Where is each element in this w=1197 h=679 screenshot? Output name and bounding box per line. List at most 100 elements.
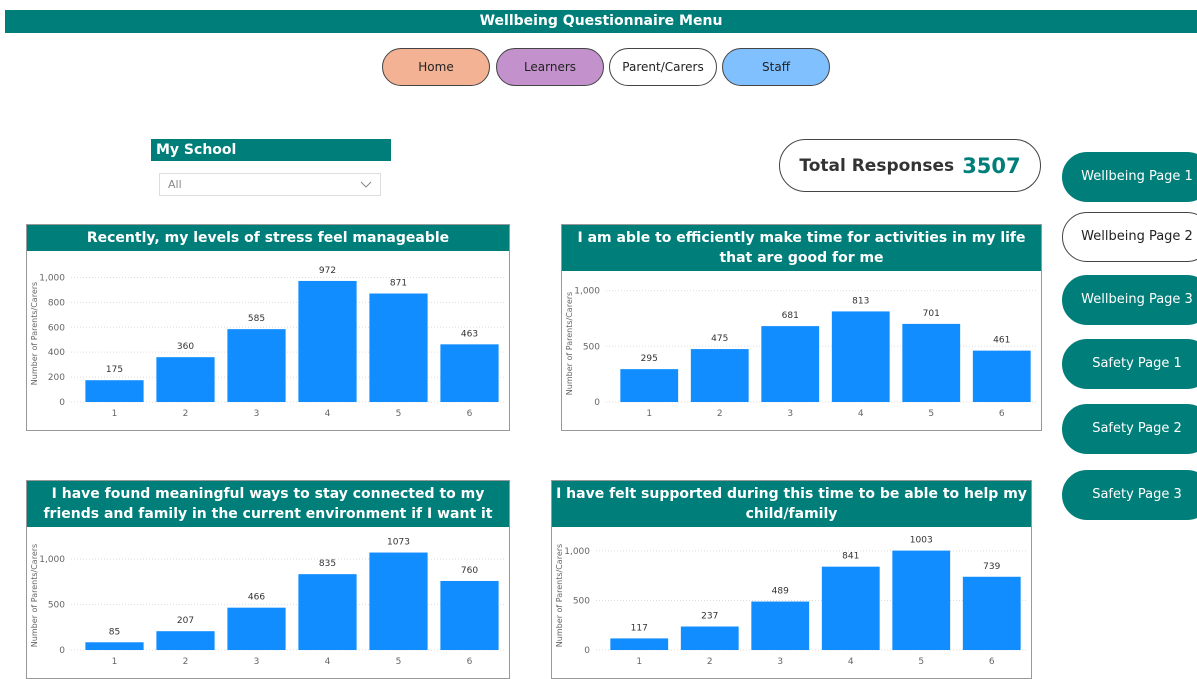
bar: [369, 293, 428, 402]
x-tick-label: 3: [254, 409, 260, 419]
x-tick-label: 5: [396, 409, 402, 419]
chart-card: I have found meaningful ways to stay con…: [26, 480, 510, 679]
header-title: Wellbeing Questionnaire Menu: [5, 10, 1197, 33]
y-tick-label: 800: [48, 298, 65, 308]
total-label: Total Responses: [799, 155, 955, 176]
value-label: 585: [248, 314, 265, 324]
value-label: 360: [177, 342, 194, 352]
side-button[interactable]: Wellbeing Page 2: [1062, 212, 1197, 262]
value-label: 681: [782, 311, 799, 321]
bar: [298, 574, 357, 650]
y-tick-label: 200: [48, 373, 65, 383]
y-tick-label: 0: [59, 646, 65, 656]
y-axis-label: Number of Parents/Carers: [555, 544, 564, 647]
chart-title: Recently, my levels of stress feel manag…: [27, 225, 509, 251]
x-tick-label: 4: [325, 657, 331, 667]
total-value: 3507: [962, 153, 1021, 178]
bar: [892, 550, 951, 650]
y-tick-label: 1,000: [564, 547, 590, 557]
chart: Number of Parents/Carers 0 500 1,000 1 85 2 207…: [30, 538, 505, 667]
value-label: 461: [993, 336, 1010, 346]
x-tick-label: 2: [707, 657, 713, 667]
y-tick-label: 500: [48, 601, 65, 611]
side-button[interactable]: Safety Page 3: [1062, 470, 1197, 520]
y-tick-label: 500: [573, 596, 590, 606]
bar: [972, 350, 1031, 402]
value-label: 972: [319, 266, 336, 276]
nav-button[interactable]: Home: [382, 48, 490, 86]
value-label: 760: [461, 566, 478, 576]
value-label: 1003: [910, 536, 933, 546]
y-axis-label: Number of Parents/Carers: [30, 282, 39, 385]
bar: [962, 576, 1021, 650]
x-tick-label: 5: [928, 409, 934, 419]
bar: [85, 380, 144, 402]
y-tick-label: 600: [48, 323, 65, 333]
side-button[interactable]: Wellbeing Page 3: [1062, 275, 1197, 325]
x-tick-label: 1: [646, 409, 652, 419]
chart-card: I am able to efficiently make time for a…: [561, 224, 1042, 431]
bar: [902, 323, 961, 402]
value-label: 207: [177, 616, 194, 626]
bar: [298, 280, 357, 402]
total-card: Total Responses 3507: [779, 139, 1041, 192]
value-label: 295: [641, 354, 658, 364]
bar: [227, 607, 286, 650]
y-axis-label: Number of Parents/Carers: [30, 544, 39, 647]
y-tick-label: 0: [584, 646, 590, 656]
side-button[interactable]: Safety Page 1: [1062, 339, 1197, 389]
bar: [610, 638, 669, 650]
value-label: 835: [319, 559, 336, 569]
bar: [440, 580, 499, 650]
x-tick-label: 2: [183, 409, 189, 419]
value-label: 841: [842, 552, 859, 562]
value-label: 237: [701, 612, 718, 622]
chart-card: I have felt supported during this time t…: [551, 480, 1032, 679]
nav-button[interactable]: Parent/Carers: [609, 48, 717, 86]
value-label: 466: [248, 593, 265, 603]
chart-title: I am able to efficiently make time for a…: [562, 225, 1041, 271]
value-label: 701: [923, 309, 940, 319]
value-label: 85: [109, 627, 120, 637]
value-label: 463: [461, 329, 478, 339]
bar: [227, 329, 286, 402]
x-tick-label: 6: [467, 409, 473, 419]
value-label: 1073: [387, 538, 410, 548]
bar: [440, 344, 499, 402]
x-tick-label: 5: [918, 657, 924, 667]
x-tick-label: 4: [325, 409, 331, 419]
x-tick-label: 2: [183, 657, 189, 667]
x-tick-label: 5: [396, 657, 402, 667]
x-tick-label: 1: [112, 409, 118, 419]
value-label: 489: [772, 587, 789, 597]
y-tick-label: 1,000: [39, 555, 65, 565]
bar: [821, 566, 880, 650]
bar: [761, 326, 820, 402]
x-tick-label: 4: [848, 657, 854, 667]
side-button[interactable]: Safety Page 2: [1062, 404, 1197, 454]
y-tick-label: 400: [48, 348, 65, 358]
bar: [156, 357, 215, 402]
bar: [156, 631, 215, 650]
bar: [690, 349, 749, 402]
side-button[interactable]: Wellbeing Page 1: [1062, 152, 1197, 202]
bar: [620, 369, 679, 402]
chart: Number of Parents/Carers05001,0001295247…: [565, 287, 1037, 419]
x-tick-label: 3: [254, 657, 260, 667]
y-tick-label: 1,000: [39, 273, 65, 283]
chart: Number of Parents/Carers 0 500 1,000 1 117 2 23…: [555, 536, 1027, 667]
x-tick-label: 1: [636, 657, 642, 667]
filter-dropdown[interactable]: All: [159, 173, 381, 196]
nav-button[interactable]: Staff: [722, 48, 830, 86]
nav-button[interactable]: Learners: [496, 48, 604, 86]
bar: [369, 552, 428, 650]
x-tick-label: 6: [989, 657, 995, 667]
x-tick-label: 4: [858, 409, 864, 419]
chart-title: I have found meaningful ways to stay con…: [27, 481, 509, 527]
bar: [751, 601, 810, 650]
y-tick-label: 500: [583, 342, 600, 352]
value-label: 475: [711, 334, 728, 344]
y-tick-label: 0: [594, 398, 600, 408]
value-label: 117: [631, 623, 648, 633]
